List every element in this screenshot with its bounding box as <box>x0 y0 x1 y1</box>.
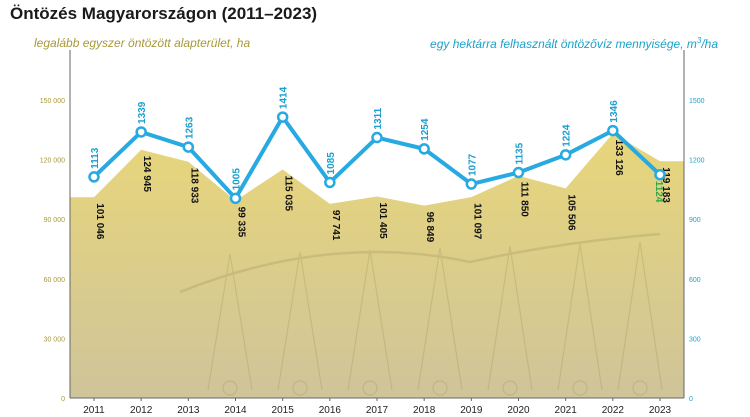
irrigation-truss <box>179 232 661 294</box>
irrigation-wheel <box>572 380 588 396</box>
right-axis-tick-label: 900 <box>689 217 701 224</box>
left-axis-subtitle: legalább egyszer öntözött alapterület, h… <box>34 36 251 50</box>
area-data-label: 101 046 <box>94 203 105 240</box>
x-axis-tick-label: 2011 <box>83 405 105 416</box>
irrigation-wheel <box>502 380 518 396</box>
x-axis-tick-label: 2012 <box>130 405 153 416</box>
line-series-point <box>135 126 147 138</box>
area-data-label: 111 850 <box>519 182 530 217</box>
area-data-label: 97 741 <box>330 210 341 241</box>
line-series-point <box>512 166 525 179</box>
line-data-label: 1414 <box>279 86 290 109</box>
x-axis-tick-label: 2016 <box>319 405 342 416</box>
line-data-label: 1224 <box>562 124 573 147</box>
irrigation-tower-leg <box>369 249 393 391</box>
line-series-point <box>276 111 289 123</box>
right-axis-tick-label: 0 <box>689 396 693 403</box>
irrigation-wheel <box>632 380 648 396</box>
area-data-label: 101 405 <box>377 203 388 240</box>
left-axis-tick-label: 60 000 <box>44 277 66 284</box>
irrigation-tower-leg <box>579 243 603 391</box>
line-series-point <box>324 176 336 189</box>
x-axis-tick-label: 2021 <box>555 405 578 416</box>
line-series-point <box>229 192 242 205</box>
x-axis-tick-label: 2014 <box>224 405 247 416</box>
area-data-label: 124 945 <box>141 156 152 193</box>
irrigation-tower-leg <box>417 247 441 391</box>
x-axis-tick-label: 2023 <box>649 405 672 416</box>
irrigation-wheel <box>222 380 238 396</box>
line-series-point <box>371 131 383 144</box>
right-axis-tick-label: 1200 <box>689 158 705 165</box>
line-data-label: 1077 <box>467 153 478 176</box>
left-axis-tick-label: 120 000 <box>40 158 65 165</box>
right-axis-subtitle-tail: /ha <box>701 37 718 51</box>
line-data-label: 1254 <box>420 118 431 141</box>
line-data-label: 1005 <box>232 168 243 191</box>
line-series-point <box>88 171 100 183</box>
area-data-label: 118 933 <box>188 168 199 204</box>
x-axis-tick-label: 2018 <box>413 405 436 416</box>
line-series-point <box>559 149 572 161</box>
irrigation-wheel <box>292 380 308 396</box>
left-axis-tick-label: 30 000 <box>44 336 66 343</box>
right-axis-subtitle-sup: 3 <box>696 36 702 45</box>
line-series-point <box>182 141 195 153</box>
line-data-label: 1135 <box>515 142 526 164</box>
irrigation-tower-leg <box>347 249 371 391</box>
x-axis-tick-label: 2022 <box>602 405 625 416</box>
x-axis-tick-label: 2019 <box>460 405 483 416</box>
line-data-label: 1263 <box>184 116 195 139</box>
left-axis-tick-label: 0 <box>61 396 65 403</box>
line-data-label: 1124 <box>653 181 664 203</box>
area-data-label: 105 506 <box>566 194 577 231</box>
irrigation-wheel <box>432 380 448 396</box>
line-data-label: 1311 <box>373 107 384 129</box>
left-axis-tick-label: 90 000 <box>44 217 66 224</box>
right-axis-tick-label: 600 <box>689 277 701 284</box>
irrigation-tower-leg <box>639 241 663 391</box>
line-series-point <box>607 124 619 137</box>
x-axis-tick-label: 2020 <box>507 405 530 416</box>
right-axis-tick-label: 1500 <box>689 98 705 105</box>
right-axis-subtitle: egy hektárra felhasznált öntözővíz menny… <box>430 36 718 51</box>
line-data-label: 1339 <box>137 101 148 124</box>
right-axis-subtitle-main: egy hektárra felhasznált öntözővíz menny… <box>430 37 697 51</box>
irrigation-tower-leg <box>509 245 533 391</box>
irrigation-tower-leg <box>557 243 581 391</box>
irrigation-machine-illustration <box>179 232 663 396</box>
area-data-label: 96 849 <box>424 212 435 243</box>
irrigation-tower-leg <box>487 245 511 391</box>
area-series-fill <box>70 133 684 398</box>
x-axis-tick-label: 2015 <box>272 405 295 416</box>
area-data-label: 115 035 <box>283 175 294 211</box>
irrigation-tower-leg <box>299 251 323 391</box>
line-data-label: 1346 <box>609 100 620 123</box>
area-data-label: 101 097 <box>471 203 482 240</box>
right-axis-tick-label: 300 <box>689 336 701 343</box>
line-series-point <box>418 143 430 155</box>
x-axis-tick-label: 2013 <box>177 405 200 416</box>
irrigation-tower-leg <box>277 251 301 391</box>
area-data-label: 99 335 <box>236 207 247 238</box>
line-series-point <box>465 178 478 190</box>
left-axis-tick-label: 150 000 <box>40 98 65 105</box>
x-axis-tick-label: 2017 <box>366 405 389 416</box>
irrigation-tower-leg <box>439 247 463 391</box>
irrigation-tower-leg <box>617 241 641 391</box>
line-data-label: 1113 <box>90 147 101 169</box>
area-data-label: 133 126 <box>613 140 624 177</box>
irrigation-wheel <box>362 380 378 396</box>
irrigation-tower-leg <box>207 253 231 391</box>
line-data-label: 1085 <box>326 152 337 175</box>
chart-title: Öntözés Magyarországon (2011–2023) <box>10 4 318 23</box>
area-data-label: 119 183 <box>660 167 671 203</box>
irrigation-tower-leg <box>229 253 253 391</box>
line-series-point <box>654 168 666 181</box>
